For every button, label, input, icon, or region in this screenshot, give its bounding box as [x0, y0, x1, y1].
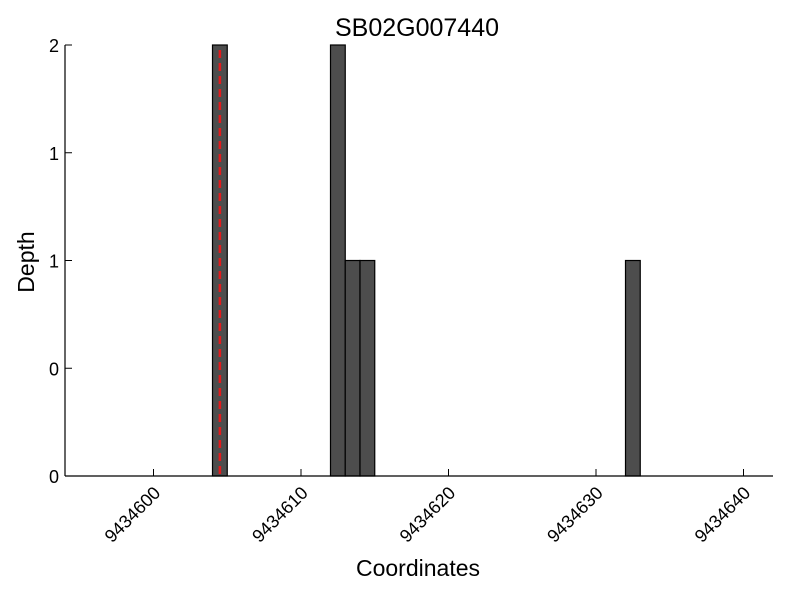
y-tick-label: 1	[49, 252, 59, 272]
x-tick-label: 9434630	[543, 483, 607, 547]
bar	[359, 259, 376, 477]
y-tick-label: 2	[49, 36, 59, 56]
bar	[344, 259, 361, 477]
x-axis-label: Coordinates	[356, 555, 480, 581]
x-tick-label: 9434640	[691, 483, 755, 547]
chart-title: SB02G007440	[335, 14, 499, 42]
x-tick-label: 9434620	[396, 483, 460, 547]
bar	[329, 44, 346, 477]
y-tick-label: 1	[49, 144, 59, 164]
y-tick-label: 0	[49, 467, 59, 487]
bar	[624, 259, 641, 477]
x-tick-label: 9434610	[248, 483, 312, 547]
y-tick-label: 0	[49, 359, 59, 379]
x-tick-label: 9434600	[101, 483, 165, 547]
y-axis-label: Depth	[13, 231, 39, 292]
